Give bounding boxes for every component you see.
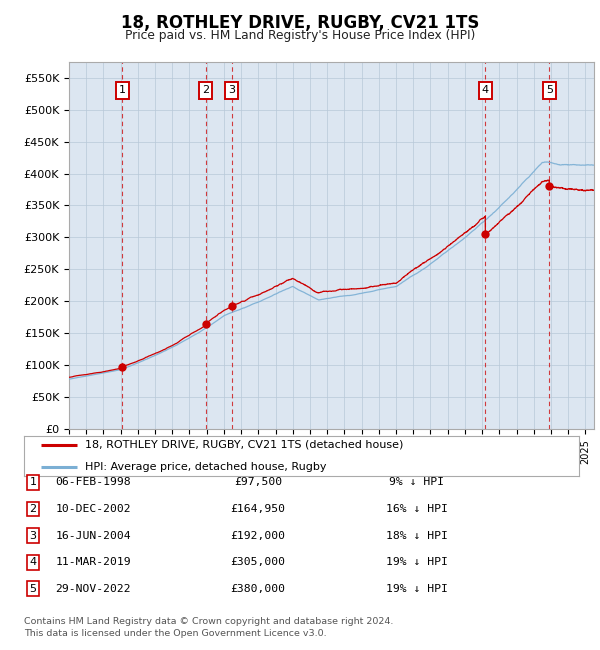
Text: £192,000: £192,000 bbox=[230, 530, 286, 541]
Text: 1: 1 bbox=[119, 86, 125, 96]
Text: 4: 4 bbox=[29, 557, 37, 567]
Text: Price paid vs. HM Land Registry's House Price Index (HPI): Price paid vs. HM Land Registry's House … bbox=[125, 29, 475, 42]
Text: £164,950: £164,950 bbox=[230, 504, 286, 514]
Text: 1: 1 bbox=[29, 477, 37, 488]
Text: 11-MAR-2019: 11-MAR-2019 bbox=[55, 557, 131, 567]
Text: 2: 2 bbox=[29, 504, 37, 514]
Text: 16-JUN-2004: 16-JUN-2004 bbox=[55, 530, 131, 541]
Text: £305,000: £305,000 bbox=[230, 557, 286, 567]
Text: 29-NOV-2022: 29-NOV-2022 bbox=[55, 584, 131, 594]
Text: 3: 3 bbox=[29, 530, 37, 541]
Text: 4: 4 bbox=[482, 86, 489, 96]
Text: £97,500: £97,500 bbox=[234, 477, 282, 488]
Text: 19% ↓ HPI: 19% ↓ HPI bbox=[386, 584, 448, 594]
Text: 16% ↓ HPI: 16% ↓ HPI bbox=[386, 504, 448, 514]
Text: £380,000: £380,000 bbox=[230, 584, 286, 594]
Text: 5: 5 bbox=[29, 584, 37, 594]
Text: HPI: Average price, detached house, Rugby: HPI: Average price, detached house, Rugb… bbox=[85, 462, 326, 472]
Text: 06-FEB-1998: 06-FEB-1998 bbox=[55, 477, 131, 488]
Text: 19% ↓ HPI: 19% ↓ HPI bbox=[386, 557, 448, 567]
Text: 9% ↓ HPI: 9% ↓ HPI bbox=[389, 477, 445, 488]
Text: 18% ↓ HPI: 18% ↓ HPI bbox=[386, 530, 448, 541]
Text: 3: 3 bbox=[229, 86, 235, 96]
Text: 10-DEC-2002: 10-DEC-2002 bbox=[55, 504, 131, 514]
Text: 2: 2 bbox=[202, 86, 209, 96]
Text: 18, ROTHLEY DRIVE, RUGBY, CV21 1TS: 18, ROTHLEY DRIVE, RUGBY, CV21 1TS bbox=[121, 14, 479, 32]
Text: 18, ROTHLEY DRIVE, RUGBY, CV21 1TS (detached house): 18, ROTHLEY DRIVE, RUGBY, CV21 1TS (deta… bbox=[85, 440, 403, 450]
Text: Contains HM Land Registry data © Crown copyright and database right 2024.
This d: Contains HM Land Registry data © Crown c… bbox=[24, 618, 394, 638]
Text: 5: 5 bbox=[546, 86, 553, 96]
